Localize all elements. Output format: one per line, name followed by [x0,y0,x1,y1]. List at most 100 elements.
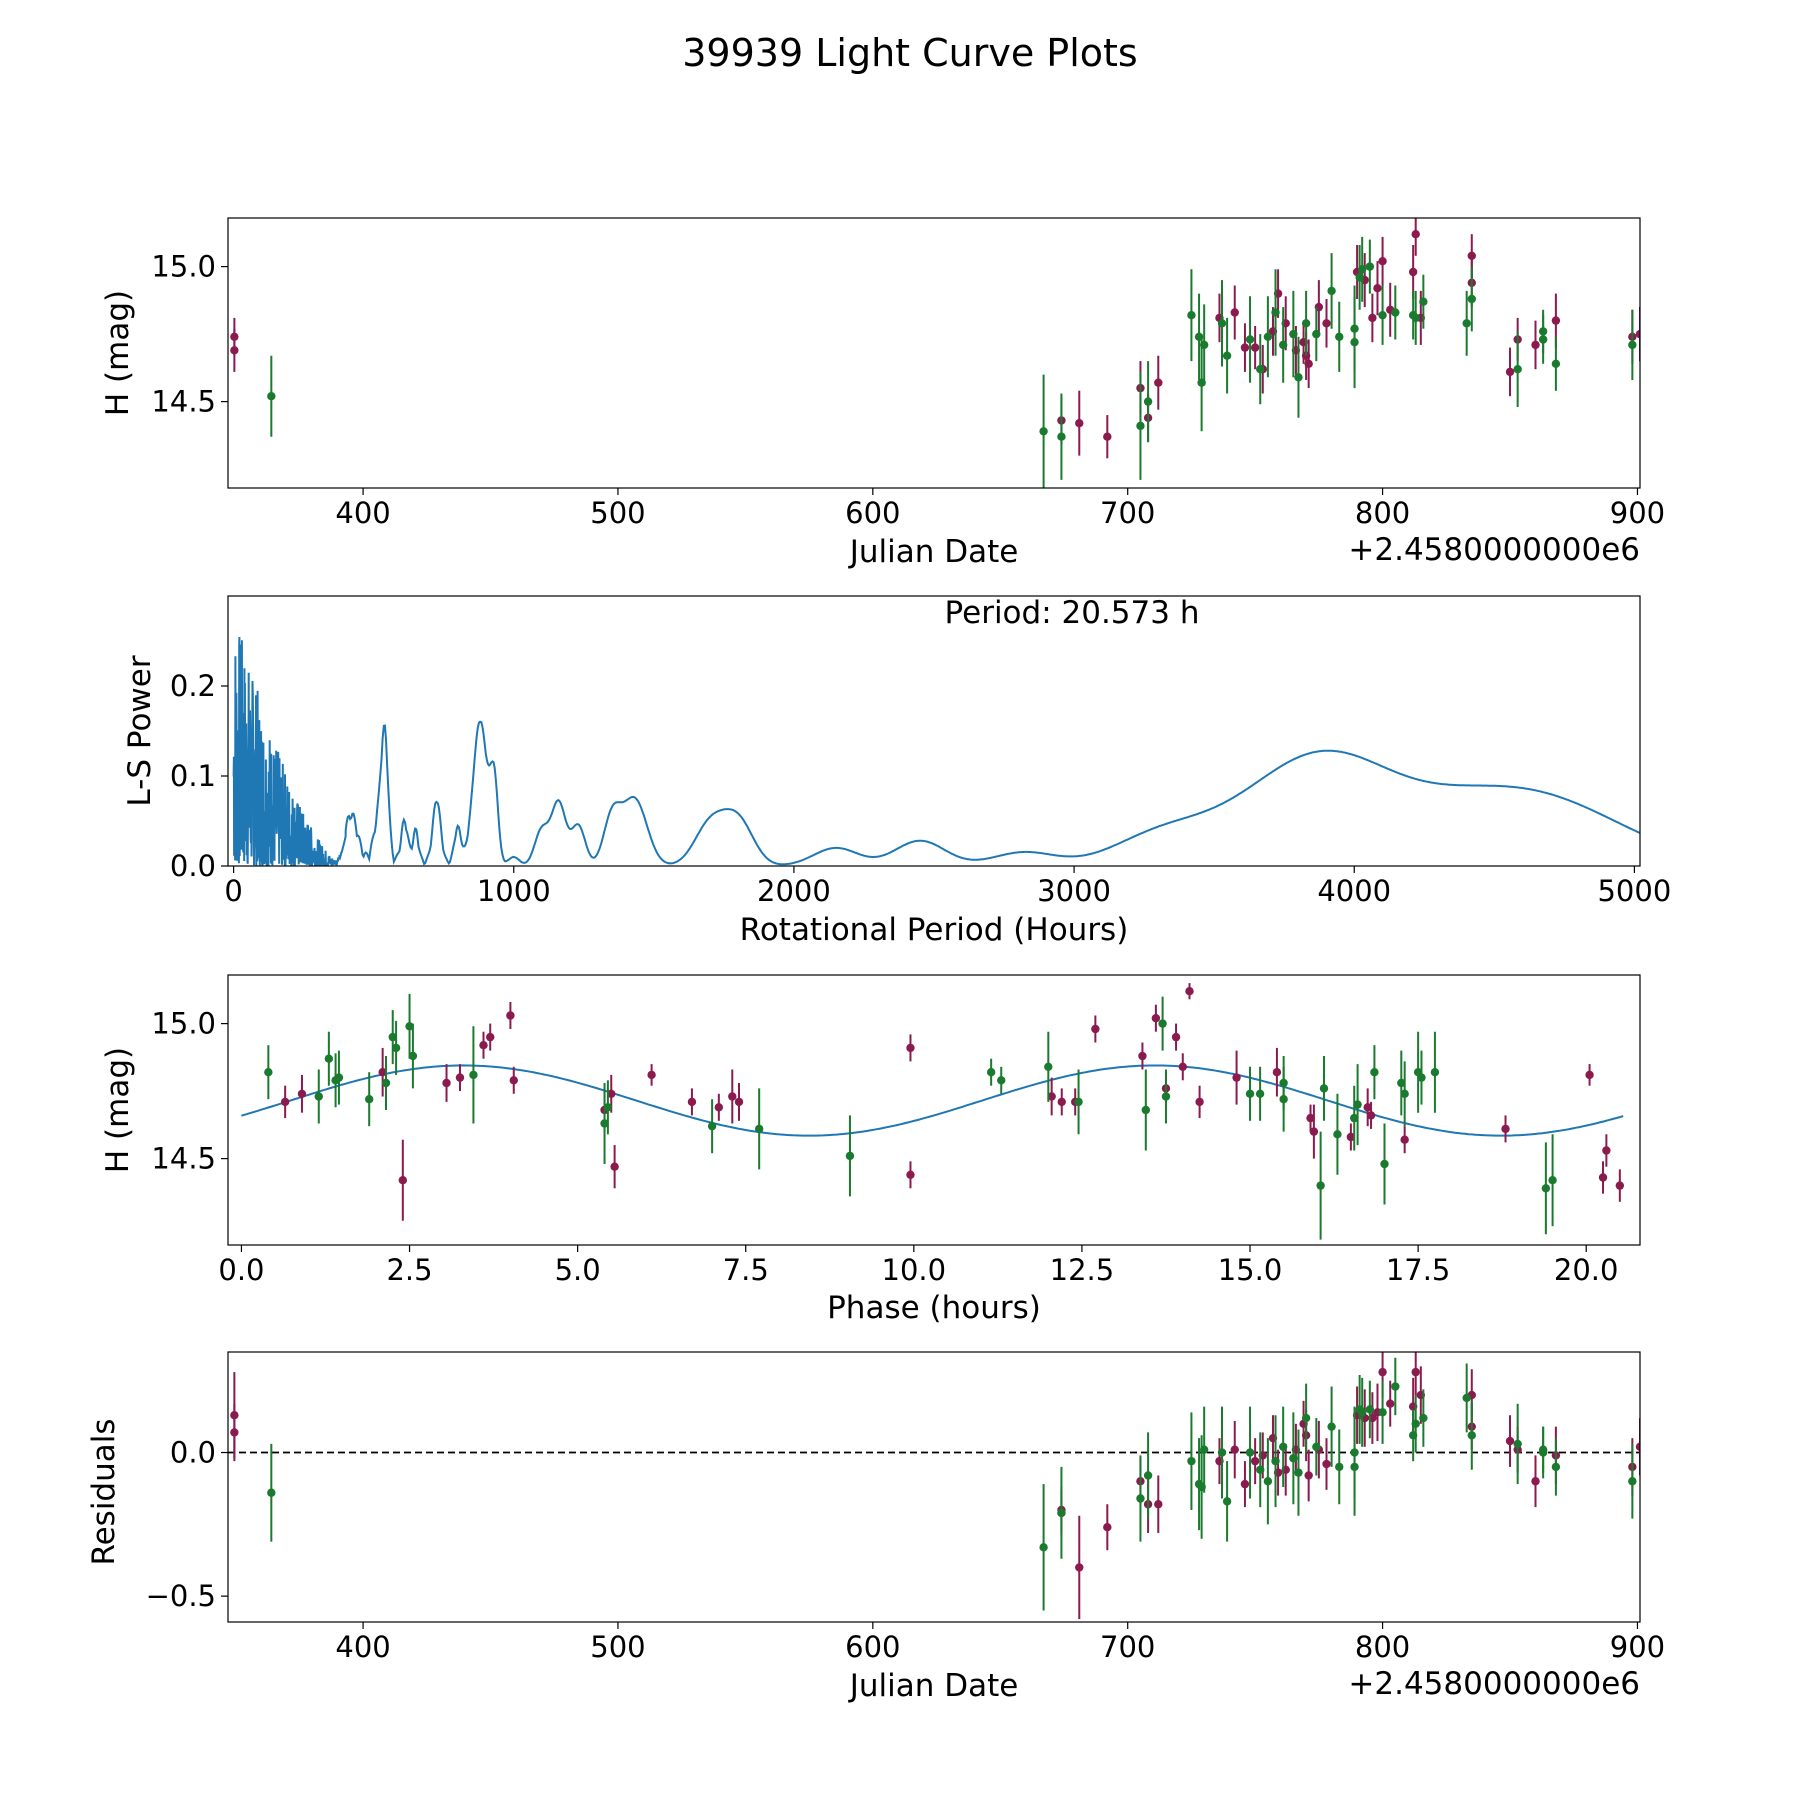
data-point [1615,1181,1625,1190]
data-point [1301,319,1311,328]
data-point [1346,1132,1356,1142]
x-tick-label: 600 [845,496,900,530]
data-point [1378,257,1387,266]
data-point [1430,1068,1440,1077]
data-point [1279,1078,1288,1088]
data-point [509,1076,518,1085]
data-point [1548,1176,1557,1185]
data-point [1143,397,1153,406]
data-point [1417,1073,1426,1082]
periodogram-line [232,636,1640,866]
series-filter_b [267,1357,1637,1611]
data-point [1143,1471,1153,1480]
data-point [1250,1456,1260,1466]
data-point [1365,262,1375,271]
lightcurve-xlabel: Julian Date [848,534,1019,570]
data-point [1350,1113,1359,1123]
data-point [408,1051,418,1061]
data-point [1199,1445,1209,1454]
data-point [479,1041,488,1050]
x-tick-label: 20.0 [1554,1253,1619,1287]
data-point [1136,1494,1145,1503]
data-point [1628,340,1637,350]
data-point [1335,332,1344,341]
data-point [1141,1105,1151,1115]
data-point [603,1103,613,1112]
x-tick-label: 2.5 [386,1253,432,1287]
y-tick-label: 0.0 [170,1436,216,1470]
x-tick-label: 5000 [1597,874,1671,908]
periodogram-xlabel: Rotational Period (Hours) [740,912,1129,948]
series-filter_a [280,983,1625,1221]
data-point [906,1170,915,1180]
figure-title: 39939 Light Curve Plots [682,31,1137,75]
phased-ticks: 0.0 2.5 5.0 7.5 10.0 12.5 15.0 17.5 20.0 14.5 15.0 [151,1007,1618,1287]
data-point [1531,340,1540,350]
data-point [1240,1479,1250,1489]
period-annotation: Period: 20.573 h [945,595,1200,631]
data-point [1304,1471,1313,1480]
y-tick-label: 14.5 [151,1142,216,1176]
data-point [381,1078,391,1088]
data-point [391,1043,401,1053]
x-tick-label: 500 [590,1630,645,1664]
data-point [1232,1073,1241,1082]
data-point [1075,1563,1084,1572]
data-point [1391,1382,1400,1391]
x-tick-label: 5.0 [555,1253,601,1287]
periodogram-ticks: 0 1000 2000 3000 4000 5000 0.0 0.1 0.2 [170,669,1671,908]
data-point [1635,329,1640,339]
residuals-ticks: 400 500 600 700 800 900 −0.5 0.0 [146,1436,1666,1664]
data-point [486,1032,495,1042]
data-point [1373,284,1382,293]
data-point [1353,1100,1362,1109]
x-tick-label: 800 [1355,1630,1410,1664]
data-point [1368,313,1377,323]
data-point [845,1151,855,1161]
data-point [1538,1448,1548,1457]
x-tick-label: 800 [1355,496,1410,530]
data-point [1467,1431,1476,1440]
data-point [1350,324,1359,333]
data-point [610,1162,619,1171]
data-point [1585,1070,1594,1080]
data-point [378,1068,387,1077]
data-point [1151,1014,1161,1023]
data-point [1240,343,1250,352]
data-point [1222,351,1232,360]
data-point [1635,1442,1640,1451]
data-point [728,1092,737,1101]
data-point [1075,419,1084,428]
data-point [1501,1124,1510,1134]
data-point [1357,1408,1367,1417]
y-tick-label: 15.0 [151,1007,216,1041]
y-tick-label: 15.0 [151,250,216,284]
data-point [1294,1468,1303,1477]
data-point [1602,1146,1611,1155]
data-point [1057,1508,1066,1518]
data-point [1245,1448,1255,1457]
data-point [1044,1062,1053,1072]
data-point [1138,1051,1147,1061]
data-point [1199,340,1209,350]
data-point [1158,1019,1167,1028]
x-tick-label: 900 [1610,496,1665,530]
data-point [1327,286,1336,296]
lightcurve-offset-label: +2.4580000000e6 [1348,532,1640,568]
data-point [1306,1113,1315,1123]
data-point [1366,1111,1376,1120]
data-point [1400,1089,1409,1099]
x-tick-label: 17.5 [1386,1253,1451,1287]
data-point [1538,335,1548,344]
data-point [1039,427,1048,436]
data-point [1255,1089,1265,1099]
data-point [1513,1439,1522,1449]
data-point [1278,1442,1288,1451]
data-point [1250,343,1260,352]
data-point [1294,373,1303,382]
series-filter_a [230,218,1640,459]
data-point [230,346,239,355]
data-point [1397,1078,1406,1088]
data-point [1505,1436,1515,1446]
data-point [1256,365,1265,374]
